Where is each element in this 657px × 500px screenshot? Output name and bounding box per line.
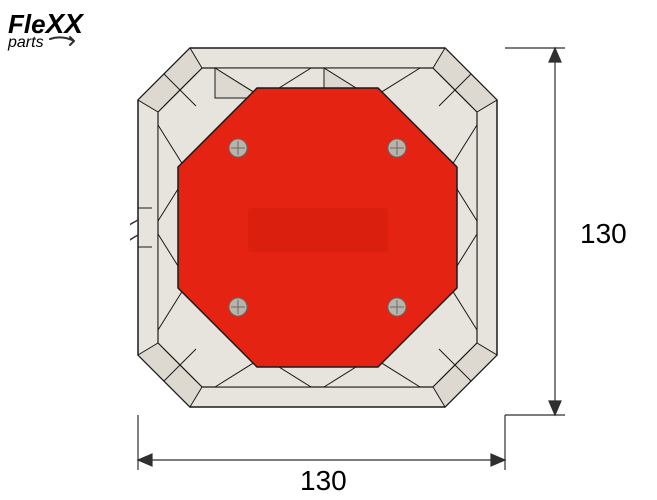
dim-width-label: 130: [300, 465, 347, 497]
lens-center-plate: [248, 208, 388, 252]
dim-horizontal: [138, 415, 505, 470]
dim-vertical: [505, 48, 565, 415]
screw-tl: [229, 139, 247, 157]
screw-bl: [229, 298, 247, 316]
logo-sub: parts: [8, 34, 83, 52]
cable-wire: [130, 220, 138, 292]
dim-height-label: 130: [580, 218, 627, 250]
logo-arrow-icon: [48, 35, 76, 49]
technical-drawing: [130, 40, 505, 415]
logo-sub-text: parts: [8, 34, 44, 51]
part-svg: [130, 40, 505, 415]
screw-tr: [388, 139, 406, 157]
screw-br: [388, 298, 406, 316]
brand-logo: FleXX parts: [8, 8, 83, 52]
